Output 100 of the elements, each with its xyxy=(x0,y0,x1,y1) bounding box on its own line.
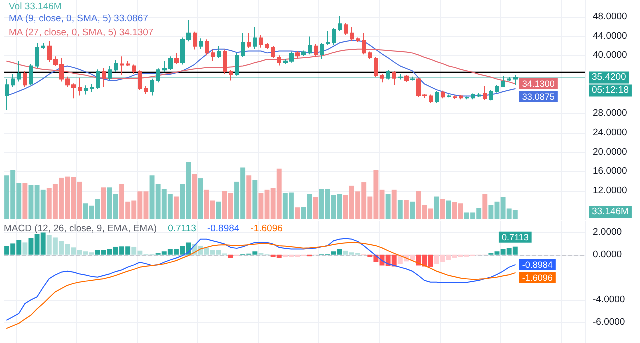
bar xyxy=(192,174,198,219)
candlestick xyxy=(483,86,487,101)
bar xyxy=(246,176,252,219)
candlestick xyxy=(386,70,390,80)
candlestick xyxy=(350,27,354,42)
bar xyxy=(22,183,28,219)
text: MA (9, close, 0, SMA, 5) 33.0867 xyxy=(9,14,148,24)
candlestick xyxy=(314,44,318,58)
y-tick-label: -6.0000 xyxy=(593,317,626,328)
y-tick-label: 20.0000 xyxy=(593,146,628,158)
candlestick xyxy=(326,30,330,46)
candlestick xyxy=(235,52,239,76)
text: 33.146M xyxy=(592,206,630,218)
text: 35.4200 xyxy=(592,72,626,84)
y-tick-label: 16.0000 xyxy=(593,166,628,178)
candlestick xyxy=(320,42,324,60)
y-tick-label: 24.0000 xyxy=(593,127,628,138)
series-label: -0.8984 xyxy=(207,224,240,234)
candlestick xyxy=(90,84,94,93)
bar xyxy=(174,196,179,219)
bar xyxy=(482,194,488,219)
candlestick xyxy=(102,68,106,88)
y-tick-label: 28.0000 xyxy=(593,108,628,120)
candlestick xyxy=(356,37,360,43)
candlestick xyxy=(156,68,160,84)
data-label: -1.6096 xyxy=(522,273,553,284)
bar xyxy=(398,200,403,219)
bar xyxy=(252,180,258,219)
candlestick xyxy=(114,59,118,73)
line-series xyxy=(6,40,516,97)
candlestick xyxy=(120,56,124,76)
candlestick xyxy=(465,96,469,100)
candlestick xyxy=(144,86,148,95)
candlestick xyxy=(199,38,203,50)
candlestick xyxy=(501,76,505,88)
chart-title: MACD (12, 26, close, 9, EMA, EMA) xyxy=(4,224,158,234)
candlestick xyxy=(132,64,136,74)
candlestick xyxy=(513,74,518,86)
y-tick-label: 2.0000 xyxy=(593,226,622,238)
bar xyxy=(228,254,234,258)
candlestick xyxy=(23,70,27,88)
y-tick-label: 48.0000 xyxy=(593,11,628,22)
candlestick xyxy=(126,60,130,67)
candlestick xyxy=(217,46,221,60)
candlestick xyxy=(392,70,396,86)
candlestick xyxy=(96,69,100,90)
data-label: 34.1300 xyxy=(522,78,555,89)
y-tick-label: 44.0000 xyxy=(593,30,628,42)
candlestick xyxy=(507,76,511,82)
candlestick xyxy=(429,94,433,104)
candlestick xyxy=(398,74,403,80)
candlestick xyxy=(211,49,215,62)
candlestick xyxy=(241,32,245,58)
candlestick xyxy=(477,92,481,98)
candlestick xyxy=(453,95,457,100)
candlestick xyxy=(35,42,39,69)
candlestick xyxy=(29,64,33,86)
candlestick xyxy=(11,74,15,88)
candlestick xyxy=(150,78,154,96)
candlestick xyxy=(441,90,445,100)
bar xyxy=(410,202,415,219)
candlestick xyxy=(344,22,348,36)
candlestick xyxy=(368,51,372,60)
candlestick xyxy=(259,34,263,48)
candlestick xyxy=(410,76,415,82)
candlestick xyxy=(380,74,384,84)
bar xyxy=(198,178,204,219)
candlestick xyxy=(229,70,233,82)
candlestick xyxy=(459,94,463,100)
candlestick xyxy=(471,93,475,100)
candlestick xyxy=(404,74,409,83)
candlestick xyxy=(5,78,9,111)
bar xyxy=(22,242,28,255)
text: 05:12:18 xyxy=(592,85,629,96)
bar xyxy=(386,194,391,219)
candlestick xyxy=(138,70,142,91)
candlestick xyxy=(253,26,257,50)
candlestick xyxy=(78,77,82,96)
series-label: 0.7113 xyxy=(168,224,196,234)
candlestick xyxy=(277,55,281,66)
candlestick xyxy=(271,46,275,60)
y-tick-label: 0.0000 xyxy=(593,249,622,260)
bar xyxy=(295,208,300,219)
candlestick xyxy=(374,57,378,78)
candlestick xyxy=(301,50,306,57)
candlestick xyxy=(435,90,439,104)
candlestick xyxy=(247,32,251,49)
bar xyxy=(101,188,106,219)
line-series xyxy=(6,48,516,84)
candlestick xyxy=(447,94,451,98)
candlestick xyxy=(193,31,197,50)
bar xyxy=(392,190,397,219)
candlestick xyxy=(338,16,342,32)
candlestick xyxy=(205,39,209,56)
candlestick xyxy=(295,50,300,59)
data-label: 0.7113 xyxy=(502,232,529,242)
candlestick xyxy=(495,84,499,94)
candlestick xyxy=(108,66,112,81)
bar xyxy=(434,196,440,219)
bar xyxy=(313,197,318,219)
